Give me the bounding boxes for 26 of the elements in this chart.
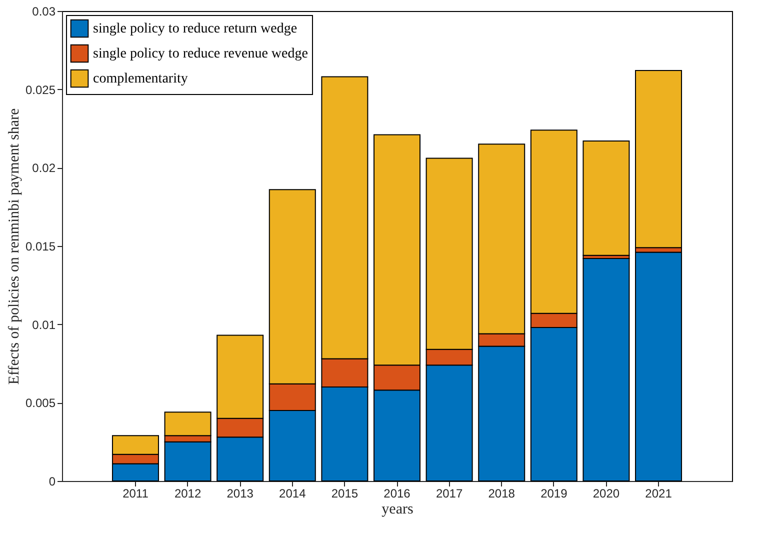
y-axis-title: Effects of policies on renminbi payment share bbox=[6, 108, 22, 385]
y-tick-label: 0 bbox=[48, 474, 56, 488]
bar bbox=[635, 252, 682, 482]
x-tick-label: 2018 bbox=[488, 486, 516, 500]
y-tick-label: 0.005 bbox=[25, 396, 56, 410]
legend-label: single policy to reduce return wedge bbox=[93, 22, 298, 36]
bar bbox=[582, 140, 630, 256]
legend-label: single policy to reduce revenue wedge bbox=[93, 46, 308, 62]
x-tick-label: 2021 bbox=[645, 486, 672, 500]
x-tick-label: 2014 bbox=[279, 486, 306, 500]
x-tick-label: 2019 bbox=[540, 486, 568, 500]
y-tick-label: 0.02 bbox=[32, 161, 56, 176]
x-tick-label: 2013 bbox=[226, 486, 254, 500]
x-tick-label: 2017 bbox=[436, 486, 463, 500]
legend-label: complementarity bbox=[93, 72, 188, 86]
x-axis-title: years bbox=[382, 502, 414, 518]
x-tick-label: 2015 bbox=[331, 486, 358, 500]
y-tick-label: 0.01 bbox=[32, 318, 56, 332]
y-tick-label: 0.03 bbox=[32, 4, 56, 18]
y-tick-label: 0.025 bbox=[25, 82, 56, 97]
x-tick-label: 2020 bbox=[592, 486, 620, 500]
y-tick-label: 0.015 bbox=[25, 240, 56, 254]
x-tick-label: 2012 bbox=[174, 486, 202, 500]
bar bbox=[582, 258, 630, 482]
x-tick-label: 2011 bbox=[122, 486, 149, 500]
x-tick-label: 2016 bbox=[384, 486, 411, 500]
